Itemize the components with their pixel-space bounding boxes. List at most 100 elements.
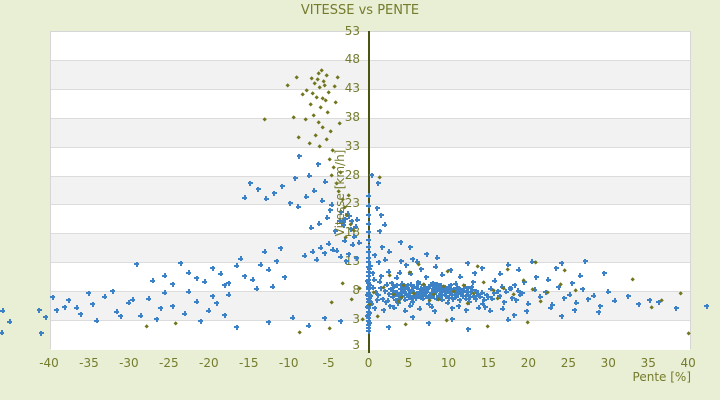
data-point-blue-plus (370, 285, 376, 291)
data-point-blue-plus (316, 221, 322, 227)
data-point-blue-plus (423, 274, 429, 280)
data-point-blue-plus (500, 306, 506, 312)
data-point-blue-plus (365, 304, 371, 310)
data-point-blue-plus (366, 229, 372, 235)
data-point-blue-plus (130, 297, 136, 303)
data-point-blue-plus (36, 307, 42, 313)
data-point-blue-plus (448, 282, 454, 288)
data-point-blue-plus (338, 318, 344, 324)
data-point-blue-plus (479, 290, 485, 296)
data-point-blue-plus (303, 194, 309, 200)
data-point-blue-plus (465, 285, 471, 291)
data-point-blue-plus (471, 293, 477, 299)
data-point-blue-plus (437, 287, 443, 293)
x-tick-label: 15 (480, 356, 497, 370)
data-point-blue-plus (402, 297, 408, 303)
data-point-blue-plus (482, 304, 488, 310)
data-point-blue-plus (38, 330, 44, 336)
data-point-blue-plus (314, 257, 320, 263)
x-tick-label: 5 (404, 356, 413, 370)
data-point-blue-plus (384, 282, 390, 288)
data-point-blue-plus (573, 300, 579, 306)
data-point-blue-plus (282, 274, 288, 280)
data-point-blue-plus (366, 325, 372, 331)
data-point-blue-plus (214, 300, 220, 306)
data-point-blue-plus (366, 203, 372, 209)
y-tick-label: 43 (344, 81, 360, 96)
data-point-blue-plus (295, 204, 301, 210)
data-point-blue-plus (222, 282, 228, 288)
data-point-blue-plus (380, 296, 386, 302)
data-point-blue-plus (410, 256, 416, 262)
data-point-blue-plus (255, 186, 261, 192)
x-tick-label: 35 (640, 356, 656, 370)
data-point-blue-plus (386, 291, 392, 297)
data-point-blue-plus (366, 320, 372, 326)
data-point-blue-plus (410, 299, 416, 305)
data-point-blue-plus (54, 307, 60, 313)
data-point-blue-plus (601, 270, 607, 276)
data-point-blue-plus (86, 290, 92, 296)
data-point-blue-plus (397, 270, 403, 276)
data-point-blue-plus (456, 303, 462, 309)
plot-band (51, 146, 690, 176)
data-point-blue-plus (429, 304, 435, 310)
data-point-blue-plus (387, 303, 393, 309)
data-point-blue-plus (90, 301, 96, 307)
data-point-blue-plus (222, 312, 228, 318)
data-point-blue-plus (365, 292, 371, 298)
data-point-blue-plus (386, 324, 392, 330)
x-tick-label: -25 (159, 356, 179, 370)
data-point-blue-plus (383, 299, 389, 305)
x-tick-label: 20 (520, 356, 537, 370)
data-point-blue-plus (366, 298, 372, 304)
data-point-blue-plus (378, 212, 384, 218)
data-point-blue-plus (310, 249, 316, 255)
data-point-blue-plus (238, 256, 244, 262)
data-point-blue-plus (354, 217, 360, 223)
data-point-blue-plus (353, 224, 359, 230)
data-point-blue-plus (374, 205, 380, 211)
data-point-blue-plus (479, 265, 485, 271)
data-point-blue-plus (406, 287, 412, 293)
data-point-blue-plus (178, 260, 184, 266)
data-point-blue-plus (432, 308, 438, 314)
plot-band (51, 60, 690, 90)
data-point-blue-plus (365, 278, 371, 284)
data-point-blue-plus (270, 284, 276, 289)
data-point-blue-plus (453, 281, 459, 287)
data-point-blue-plus (656, 299, 662, 305)
data-point-blue-plus (505, 317, 511, 323)
data-point-blue-plus (469, 284, 475, 290)
data-point-blue-plus (456, 286, 462, 292)
data-point-blue-plus (279, 183, 285, 189)
data-point-blue-plus (182, 311, 188, 317)
data-point-blue-plus (421, 285, 427, 291)
data-point-blue-plus (366, 237, 372, 243)
data-point-blue-plus (492, 278, 498, 284)
data-point-blue-plus (582, 258, 588, 264)
data-point-blue-plus (585, 296, 591, 302)
data-point-blue-plus (449, 292, 455, 298)
data-point-blue-plus (455, 289, 461, 295)
data-point-blue-plus (463, 307, 469, 313)
data-point-blue-plus (78, 311, 84, 317)
data-point-blue-plus (460, 293, 466, 299)
data-point-blue-plus (186, 289, 192, 295)
data-point-blue-plus (407, 303, 413, 309)
data-point-blue-plus (318, 245, 324, 251)
plot-band (51, 117, 690, 147)
data-point-blue-plus (497, 271, 503, 277)
data-point-olive-diamond (685, 330, 691, 336)
data-point-blue-plus (306, 173, 312, 179)
data-point-blue-plus (409, 296, 415, 302)
data-point-blue-plus (439, 272, 445, 278)
data-point-blue-plus (102, 294, 108, 300)
data-point-blue-plus (423, 293, 429, 299)
zero-axis-line (368, 31, 370, 353)
data-point-blue-plus (418, 293, 424, 299)
data-point-blue-plus (509, 295, 515, 301)
data-point-blue-plus (402, 308, 408, 314)
y-bottom-edge-label: 3 (352, 338, 360, 352)
data-point-blue-plus (351, 234, 357, 240)
